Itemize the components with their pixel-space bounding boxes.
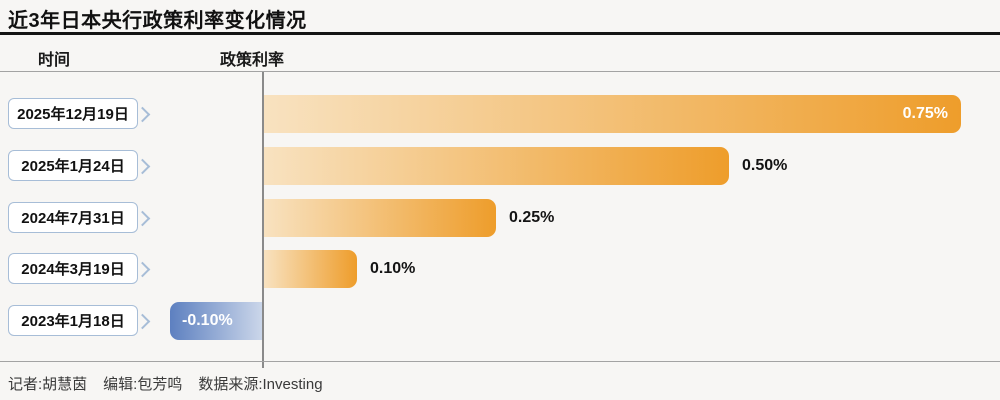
chart-title: 近3年日本央行政策利率变化情况: [8, 10, 307, 32]
credits-footer: 记者:胡慧茵 编辑:包芳鸣 数据来源:Investing: [8, 373, 323, 394]
header-separator-line: [0, 71, 1000, 72]
date-tag: 2023年1月18日: [8, 305, 151, 336]
rate-value-label: 0.10%: [370, 260, 416, 278]
chart-row: 2023年1月18日 -0.10%: [0, 295, 1000, 347]
credit-reporter: 记者:胡慧茵: [8, 376, 88, 393]
rate-value-label: 0.25%: [509, 208, 555, 226]
date-tag: 2025年12月19日: [8, 98, 151, 129]
tag-chevron-icon: [134, 313, 151, 330]
tag-chevron-icon: [134, 106, 151, 123]
date-tag: 2024年3月19日: [8, 253, 151, 285]
title-underline: [0, 32, 1000, 35]
tag-chevron-icon: [134, 210, 151, 226]
credit-editor: 编辑:包芳鸣: [103, 376, 183, 393]
chart-row: 2025年1月24日 0.50%: [0, 140, 1000, 192]
credit-source: 数据来源:Investing: [198, 376, 323, 393]
bottom-separator-line: [0, 361, 1000, 362]
rate-bar: [264, 198, 496, 237]
tag-chevron-icon: [134, 261, 151, 278]
tag-chevron-icon: [134, 158, 151, 175]
rate-value-label: -0.10%: [182, 312, 233, 329]
chart-row: 2024年3月19日 0.10%: [0, 243, 1000, 295]
rate-value-label: 0.50%: [742, 156, 788, 174]
chart-row: 2025年12月19日 0.75%: [0, 88, 1000, 140]
column-header-rate: 政策利率: [220, 52, 285, 69]
date-tag: 2025年1月24日: [8, 149, 151, 181]
chart-row: 2024年7月31日 0.25%: [0, 192, 1000, 244]
rate-bar: [264, 250, 357, 289]
rate-value-label: 0.75%: [902, 105, 948, 122]
rate-bar: [264, 146, 729, 185]
zero-axis-line: [262, 72, 264, 368]
date-tag: 2024年7月31日: [8, 201, 151, 233]
rate-bar: 0.75%: [264, 95, 961, 133]
rate-bar: -0.10%: [170, 302, 263, 340]
column-header-time: 时间: [38, 52, 71, 69]
